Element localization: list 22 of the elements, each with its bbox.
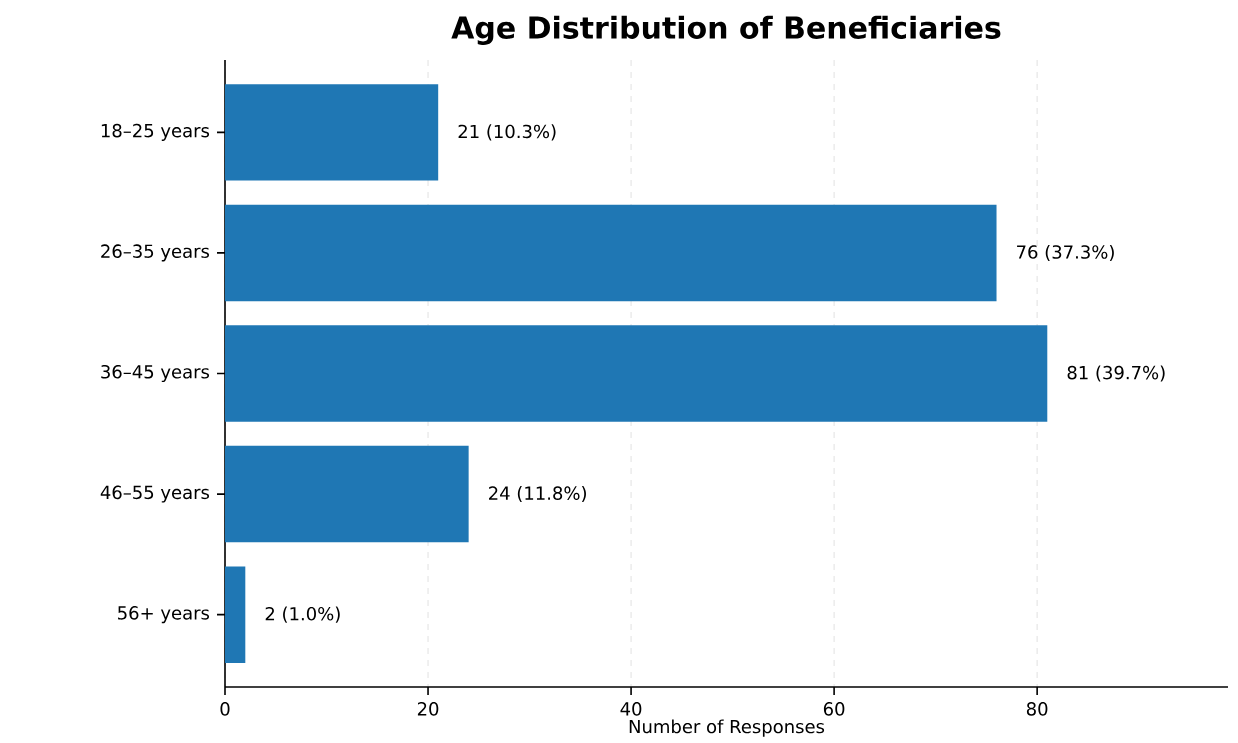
x-tick-label: 20	[417, 701, 439, 716]
x-axis-title: Number of Responses	[629, 719, 825, 737]
bar	[225, 566, 246, 663]
x-tick-label: 80	[1026, 701, 1048, 716]
bar	[225, 83, 439, 181]
data-label: 81 (39.7%)	[1067, 365, 1165, 382]
y-tick-label: 46–55 years	[100, 485, 210, 503]
y-tick-label: 56+ years	[118, 605, 210, 623]
y-tick-label: 18–25 years	[101, 123, 210, 141]
data-label: 21 (10.3%)	[458, 124, 556, 141]
y-tick-label: 26–35 years	[101, 244, 210, 262]
y-tick-label: 36–45 years	[101, 364, 210, 382]
data-label: 2 (1.0%)	[265, 606, 340, 623]
bar	[225, 445, 469, 543]
x-tick-label: 40	[620, 701, 642, 716]
data-label: 76 (37.3%)	[1017, 244, 1114, 261]
chart-title: Age Distribution of Beneficiaries	[451, 15, 1001, 45]
bar	[225, 325, 1048, 422]
x-tick-label: 60	[823, 701, 845, 716]
data-label: 24 (11.8%)	[489, 485, 586, 502]
bar	[225, 204, 997, 301]
x-tick-label: 0	[220, 701, 230, 716]
